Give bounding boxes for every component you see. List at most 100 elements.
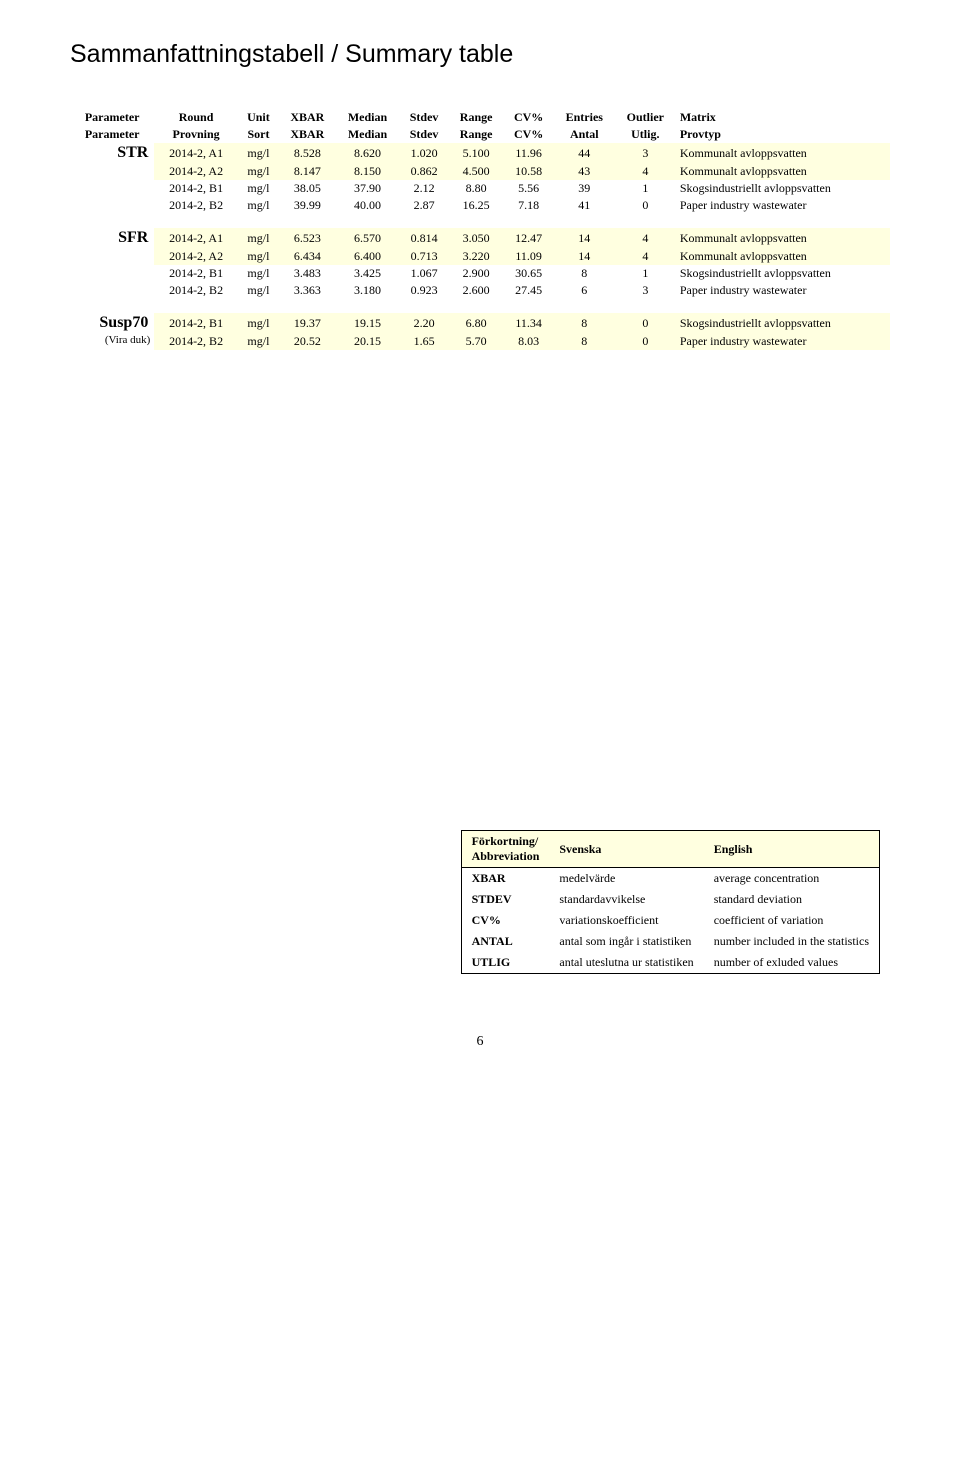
cell-entries: 44 — [554, 143, 615, 163]
table-row: 2014-2, B1mg/l3.4833.4251.0672.90030.658… — [70, 265, 890, 282]
cell-round: 2014-2, B1 — [154, 180, 237, 197]
cell-matrix: Kommunalt avloppsvatten — [676, 163, 890, 180]
cell-stdev: 0.814 — [399, 228, 448, 248]
cell-median: 3.180 — [336, 282, 400, 299]
col-header: Range — [449, 126, 504, 143]
cell-matrix: Kommunalt avloppsvatten — [676, 143, 890, 163]
legend-abbr: CV% — [461, 910, 549, 931]
table-row: Susp702014-2, B1mg/l19.3719.152.206.8011… — [70, 313, 890, 333]
legend-abbr: XBAR — [461, 868, 549, 890]
cell-range: 8.80 — [449, 180, 504, 197]
cell-matrix: Kommunalt avloppsvatten — [676, 228, 890, 248]
cell-median: 37.90 — [336, 180, 400, 197]
cell-cv: 11.34 — [504, 313, 554, 333]
table-row: 2014-2, B1mg/l38.0537.902.128.805.56391S… — [70, 180, 890, 197]
cell-xbar: 8.528 — [279, 143, 336, 163]
col-header: Stdev — [399, 109, 448, 126]
param-empty — [70, 180, 154, 197]
legend-hdr-sv: Svenska — [549, 831, 703, 868]
cell-unit: mg/l — [238, 143, 279, 163]
param-empty — [70, 197, 154, 214]
cell-median: 8.620 — [336, 143, 400, 163]
legend-sv: antal som ingår i statistiken — [549, 931, 703, 952]
cell-unit: mg/l — [238, 333, 279, 350]
cell-range: 3.220 — [449, 248, 504, 265]
table-row: SFR2014-2, A1mg/l6.5236.5700.8143.05012.… — [70, 228, 890, 248]
param-sublabel: (Vira duk) — [70, 333, 154, 350]
param-empty — [70, 265, 154, 282]
param-label: SFR — [70, 228, 154, 248]
col-header: Parameter — [70, 109, 154, 126]
cell-cv: 11.96 — [504, 143, 554, 163]
cell-xbar: 8.147 — [279, 163, 336, 180]
col-header: Provtyp — [676, 126, 890, 143]
cell-cv: 30.65 — [504, 265, 554, 282]
cell-stdev: 2.12 — [399, 180, 448, 197]
cell-unit: mg/l — [238, 180, 279, 197]
cell-outlier: 3 — [615, 282, 676, 299]
cell-outlier: 4 — [615, 163, 676, 180]
summary-table: ParameterRoundUnitXBARMedianStdevRangeCV… — [70, 109, 890, 350]
table-row: 2014-2, A2mg/l8.1478.1500.8624.50010.584… — [70, 163, 890, 180]
legend-en: number of exluded values — [704, 952, 880, 974]
legend-abbr: ANTAL — [461, 931, 549, 952]
col-header: Utlig. — [615, 126, 676, 143]
cell-round: 2014-2, B2 — [154, 282, 237, 299]
cell-outlier: 0 — [615, 197, 676, 214]
cell-cv: 5.56 — [504, 180, 554, 197]
cell-xbar: 38.05 — [279, 180, 336, 197]
cell-round: 2014-2, B1 — [154, 265, 237, 282]
table-row: 2014-2, B2mg/l3.3633.1800.9232.60027.456… — [70, 282, 890, 299]
cell-outlier: 4 — [615, 248, 676, 265]
cell-outlier: 1 — [615, 265, 676, 282]
cell-unit: mg/l — [238, 197, 279, 214]
table-row: (Vira duk)2014-2, B2mg/l20.5220.151.655.… — [70, 333, 890, 350]
cell-entries: 41 — [554, 197, 615, 214]
cell-xbar: 6.523 — [279, 228, 336, 248]
legend-sv: variationskoefficient — [549, 910, 703, 931]
cell-stdev: 2.87 — [399, 197, 448, 214]
cell-entries: 43 — [554, 163, 615, 180]
cell-median: 8.150 — [336, 163, 400, 180]
cell-stdev: 1.65 — [399, 333, 448, 350]
legend-row: UTLIGantal uteslutna ur statistikennumbe… — [461, 952, 879, 974]
cell-unit: mg/l — [238, 228, 279, 248]
cell-range: 6.80 — [449, 313, 504, 333]
cell-unit: mg/l — [238, 282, 279, 299]
legend-row: CV%variationskoefficientcoefficient of v… — [461, 910, 879, 931]
legend-en: average concentration — [704, 868, 880, 890]
cell-outlier: 4 — [615, 228, 676, 248]
cell-range: 2.600 — [449, 282, 504, 299]
cell-range: 5.100 — [449, 143, 504, 163]
col-header: Median — [336, 109, 400, 126]
col-header: Range — [449, 109, 504, 126]
cell-unit: mg/l — [238, 265, 279, 282]
cell-entries: 8 — [554, 313, 615, 333]
param-empty — [70, 282, 154, 299]
cell-entries: 8 — [554, 333, 615, 350]
col-header: Provning — [154, 126, 237, 143]
cell-outlier: 0 — [615, 333, 676, 350]
legend-abbr: STDEV — [461, 889, 549, 910]
cell-stdev: 0.862 — [399, 163, 448, 180]
col-header: Outlier — [615, 109, 676, 126]
cell-cv: 7.18 — [504, 197, 554, 214]
col-header: Entries — [554, 109, 615, 126]
cell-cv: 11.09 — [504, 248, 554, 265]
cell-matrix: Paper industry wastewater — [676, 282, 890, 299]
cell-xbar: 3.363 — [279, 282, 336, 299]
param-empty — [70, 248, 154, 265]
page-title: Sammanfattningstabell / Summary table — [70, 40, 890, 69]
cell-round: 2014-2, A1 — [154, 228, 237, 248]
legend-row: XBARmedelvärdeaverage concentration — [461, 868, 879, 890]
cell-entries: 14 — [554, 248, 615, 265]
legend-sv: antal uteslutna ur statistiken — [549, 952, 703, 974]
cell-range: 16.25 — [449, 197, 504, 214]
cell-round: 2014-2, A2 — [154, 163, 237, 180]
col-header: Median — [336, 126, 400, 143]
cell-cv: 12.47 — [504, 228, 554, 248]
cell-median: 20.15 — [336, 333, 400, 350]
cell-outlier: 1 — [615, 180, 676, 197]
table-row: 2014-2, B2mg/l39.9940.002.8716.257.18410… — [70, 197, 890, 214]
cell-stdev: 0.713 — [399, 248, 448, 265]
